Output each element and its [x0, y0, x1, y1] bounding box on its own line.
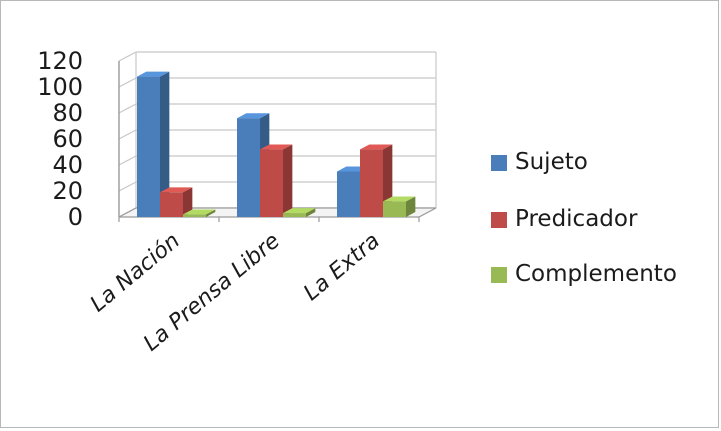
- legend-label: Predicador: [515, 206, 638, 232]
- bar-side: [206, 209, 216, 217]
- bar-complemento-1: [283, 208, 316, 217]
- side-gridline: [118, 129, 137, 140]
- legend-label: Complemento: [515, 261, 677, 287]
- bar-front: [160, 192, 183, 217]
- y-tick-label: 40: [52, 151, 83, 179]
- side-gridline: [118, 51, 137, 62]
- bar-side: [306, 208, 316, 217]
- y-tick-label: 80: [52, 99, 83, 127]
- bar-front: [137, 76, 160, 217]
- bar-complemento-2: [383, 196, 416, 217]
- y-tick-label: 120: [37, 47, 83, 75]
- bar-front: [383, 201, 406, 217]
- bar-sujeto-0: [137, 71, 170, 218]
- legend-entry-sujeto: Sujeto: [491, 149, 588, 175]
- x-tick-label: La Extra: [299, 228, 385, 306]
- bar-top: [383, 196, 416, 202]
- bar-side: [406, 196, 416, 217]
- y-tick-label: 20: [52, 177, 83, 205]
- side-gridline: [118, 77, 137, 88]
- side-gridline: [118, 103, 137, 114]
- bar-front: [360, 149, 383, 217]
- bar-front: [183, 214, 206, 217]
- bar-top: [160, 187, 193, 193]
- bar-front: [337, 171, 360, 217]
- bar-top: [283, 208, 316, 214]
- bar-front: [283, 213, 306, 217]
- bar-complemento-0: [183, 209, 216, 217]
- bar-front: [237, 118, 260, 217]
- legend-entry-predicador: Predicador: [491, 206, 638, 232]
- bar-top: [183, 209, 216, 215]
- legend-swatch: [491, 212, 507, 228]
- bar-predicador-1: [260, 144, 293, 217]
- legend-swatch: [491, 267, 507, 283]
- legend-swatch: [491, 155, 507, 171]
- y-tick-label: 100: [37, 73, 83, 101]
- y-tick-label: 60: [52, 125, 83, 153]
- bars: [137, 71, 416, 218]
- side-gridline: [118, 155, 137, 166]
- bar-top: [260, 144, 293, 150]
- bar-top: [360, 144, 393, 150]
- bar-side: [283, 144, 293, 217]
- bar-top: [137, 71, 170, 77]
- bar-side: [183, 187, 193, 217]
- bar-front: [260, 149, 283, 217]
- y-tick-label: 0: [68, 203, 83, 231]
- bar-predicador-0: [160, 187, 193, 217]
- bar-side: [160, 71, 170, 218]
- legend: Sujeto Predicador Complemento: [491, 149, 677, 287]
- legend-entry-complemento: Complemento: [491, 261, 677, 287]
- legend-label: Sujeto: [515, 149, 588, 175]
- x-tick-label: La Nación: [86, 228, 185, 317]
- side-gridline: [118, 181, 137, 192]
- bar-top: [237, 113, 270, 119]
